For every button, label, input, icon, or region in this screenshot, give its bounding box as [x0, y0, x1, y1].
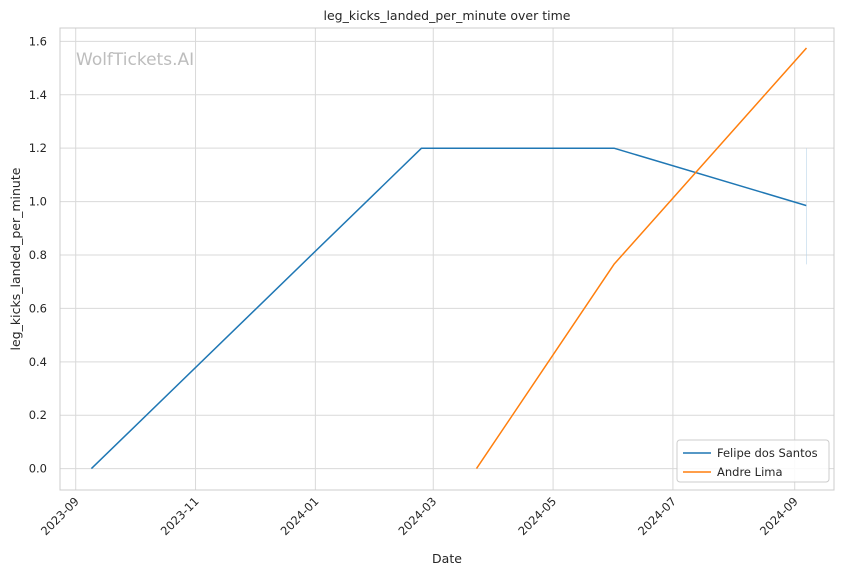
x-tick-label: 2024-09	[757, 494, 801, 538]
series-line-1	[475, 47, 808, 470]
chart-title: leg_kicks_landed_per_minute over time	[324, 8, 571, 23]
legend-box	[676, 439, 830, 483]
x-tick-label: 2024-05	[515, 494, 559, 538]
y-tick-label: 0.6	[29, 301, 47, 315]
x-tick-label: 2023-09	[38, 494, 82, 538]
x-tick-label: 2024-03	[395, 494, 439, 538]
series-line-0	[90, 147, 807, 470]
y-tick-label: 1.0	[29, 195, 47, 209]
grid-lines	[60, 28, 834, 490]
x-tick-label: 2024-01	[278, 494, 322, 538]
legend-label: Andre Lima	[717, 465, 783, 479]
y-tick-label: 0.4	[29, 355, 47, 369]
legend-label: Felipe dos Santos	[717, 446, 818, 460]
y-tick-label: 1.6	[29, 34, 47, 48]
y-tick-label: 0.8	[29, 248, 47, 262]
x-axis-label: Date	[432, 551, 462, 566]
watermark-layer: WolfTickets.AI	[76, 50, 194, 70]
y-axis-label: leg_kicks_landed_per_minute	[8, 167, 23, 350]
y-tick-label: 1.2	[29, 141, 47, 155]
y-tick-label: 0.0	[29, 462, 47, 476]
plot-border	[59, 27, 835, 491]
x-tick-label: 2023-11	[158, 494, 202, 538]
series-lines	[90, 47, 808, 470]
x-tick-label: 2024-07	[635, 494, 679, 538]
y-tick-label: 0.2	[29, 408, 47, 422]
plot-frame	[59, 27, 835, 491]
watermark-text: WolfTickets.AI	[76, 50, 194, 70]
y-tick-label: 1.4	[29, 88, 47, 102]
legend: Felipe dos Santos Andre Lima	[676, 439, 830, 483]
